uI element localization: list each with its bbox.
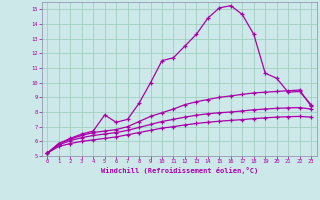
X-axis label: Windchill (Refroidissement éolien,°C): Windchill (Refroidissement éolien,°C) (100, 167, 258, 174)
